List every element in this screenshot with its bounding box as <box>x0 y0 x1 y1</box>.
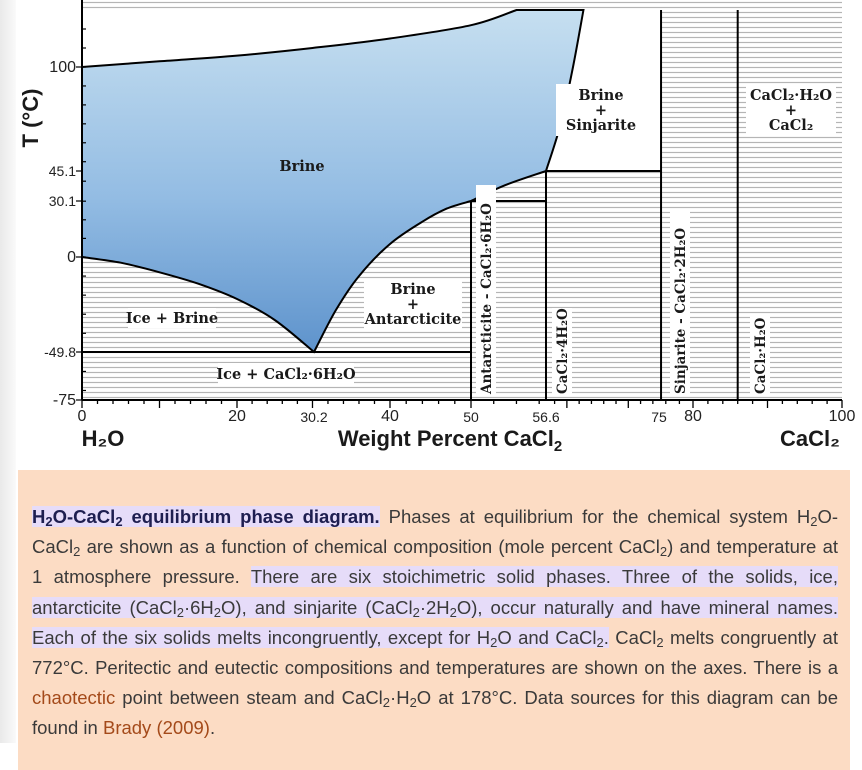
x-tick-label: 50 <box>463 409 479 425</box>
compound-label-4: CaCl₂·H₂O <box>753 317 769 394</box>
compound-label-1: Antarcticite - CaCl₂·6H₂O <box>479 203 495 395</box>
field-label-brine-sinjarite: Brine <box>578 87 623 104</box>
x-tick-label: 100 <box>829 408 856 425</box>
caption-text: Phases at equilibrium for the chemical s… <box>32 506 838 588</box>
field-label-ice-hexahydrate: Ice + CaCl₂·6H₂O <box>216 366 356 383</box>
label-box <box>746 84 836 136</box>
y-tick-label: 45.1 <box>49 163 76 179</box>
chaotectic-link[interactable]: chaotectic <box>32 687 116 709</box>
label-box <box>218 363 354 385</box>
x-tick-label: 56.6 <box>532 409 559 425</box>
field-label-plus: + <box>785 102 797 119</box>
label-box <box>364 279 462 331</box>
field-label-plus: + <box>595 102 607 119</box>
field-label-monohydrate-cacl2: CaCl₂·H₂O <box>750 87 832 104</box>
field-label-monohydrate-cacl2-2: CaCl₂ <box>769 117 813 134</box>
field-label-brine: Brine <box>279 158 324 175</box>
h2o-end-label: H₂O <box>82 426 125 451</box>
compound-label-box <box>670 209 690 396</box>
x-axis-label: Weight Percent CaCl2 <box>338 426 562 455</box>
compound-label-box <box>552 308 572 396</box>
field-label-brine-antarcticite: Brine <box>390 281 435 298</box>
field-label-ice-brine: Ice + Brine <box>126 310 218 327</box>
x-tick-label: 80 <box>684 408 702 425</box>
caption-title: H2O-CaCl2 equilibrium phase diagram. <box>32 506 380 529</box>
caption-text: point between steam and CaCl2·H2O at 178… <box>32 687 838 739</box>
brady-2009-link[interactable]: Brady (2009) <box>102 717 210 739</box>
figure-caption: H2O-CaCl2 equilibrium phase diagram. Pha… <box>18 470 850 770</box>
y-tick-label: 100 <box>49 59 76 76</box>
x-tick-label: 40 <box>381 408 399 425</box>
x-tick-label: 20 <box>228 408 246 425</box>
left-page-shadow <box>0 0 16 743</box>
caption-highlight: There are six stoichimetric solid phases… <box>32 566 838 650</box>
cacl2-end-label: CaCl₂ <box>780 426 840 451</box>
x-tick-label: 30.2 <box>300 409 327 425</box>
y-tick-label: -75 <box>53 392 76 409</box>
compound-label-box <box>476 185 496 396</box>
label-box <box>128 308 216 328</box>
y-tick-label: -49.8 <box>44 344 76 360</box>
compound-label-3: Sinjarite - CaCl₂·2H₂O <box>673 228 689 394</box>
caption-text: CaCl2 melts congruently at 772°C. Perite… <box>32 626 838 679</box>
y-tick-label: 0 <box>67 249 76 266</box>
y-tick-label: 30.1 <box>49 193 76 209</box>
field-label-plus: + <box>407 296 419 313</box>
label-box <box>556 84 652 136</box>
field-label-brine-sinjarite-2: Sinjarite <box>566 117 636 134</box>
compound-label-box <box>750 316 770 396</box>
field-label-brine-antarcticite-2: Antarcticite <box>364 311 462 328</box>
x-tick-label: 0 <box>78 408 87 425</box>
y-axis-label: T (°C) <box>18 89 43 148</box>
compound-label-2: CaCl₂·4H₂O <box>555 308 571 394</box>
liquid-brine-region <box>82 9 585 354</box>
x-tick-label: 75 <box>651 409 667 425</box>
vapor-region <box>82 10 662 171</box>
caption-text: . <box>209 717 216 739</box>
